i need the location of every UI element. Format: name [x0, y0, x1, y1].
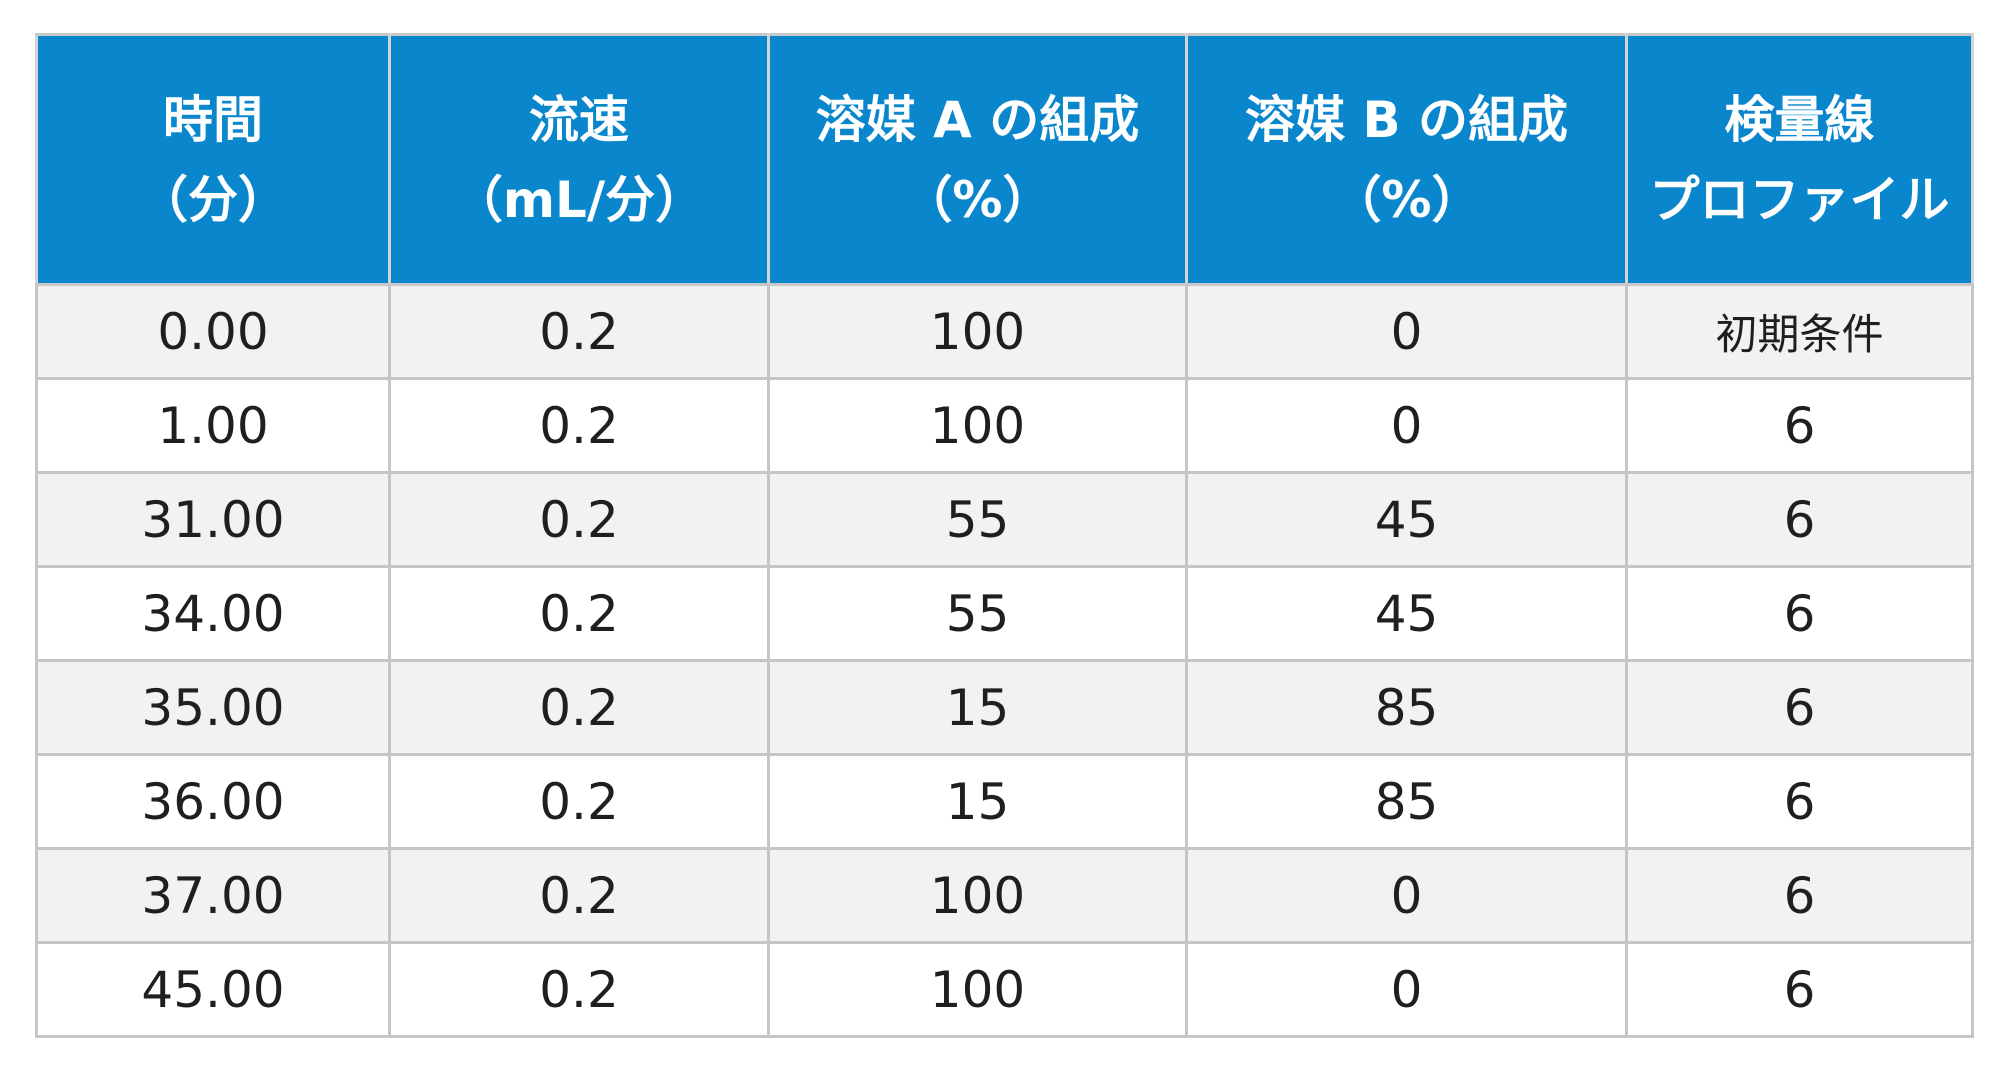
cell-time: 34.00	[35, 565, 391, 662]
table-row: 1.00 0.2 100 0 6	[35, 377, 1974, 474]
header-curve-profile: 検量線 プロファイル	[1625, 33, 1974, 286]
header-solvent-a-label: 溶媒 A の組成	[815, 90, 1140, 149]
cell-flow-rate: 0.2	[388, 659, 770, 756]
cell-solvent-b: 45	[1185, 471, 1628, 568]
table-row: 37.00 0.2 100 0 6	[35, 847, 1974, 944]
cell-curve-profile: 6	[1625, 659, 1974, 756]
header-curve-profile-unit: プロファイル	[1649, 170, 1950, 229]
table-row: 34.00 0.2 55 45 6	[35, 565, 1974, 662]
header-time-unit: （分）	[138, 170, 288, 229]
cell-flow-rate: 0.2	[388, 471, 770, 568]
header-flow-rate: 流速 （mL/分）	[388, 33, 770, 286]
cell-curve-profile: 6	[1625, 847, 1974, 944]
cell-curve-profile: 6	[1625, 565, 1974, 662]
cell-time: 35.00	[35, 659, 391, 756]
header-solvent-b-label: 溶媒 B の組成	[1245, 90, 1568, 149]
header-solvent-a: 溶媒 A の組成 （%）	[767, 33, 1188, 286]
table-row: 35.00 0.2 15 85 6	[35, 659, 1974, 756]
cell-flow-rate: 0.2	[388, 377, 770, 474]
header-flow-rate-label: 流速	[529, 90, 629, 149]
header-flow-rate-unit: （mL/分）	[452, 170, 706, 229]
cell-solvent-a: 55	[767, 471, 1188, 568]
table-row: 0.00 0.2 100 0 初期条件	[35, 283, 1974, 380]
cell-solvent-a: 100	[767, 377, 1188, 474]
cell-solvent-b: 0	[1185, 847, 1628, 944]
cell-solvent-b: 85	[1185, 753, 1628, 850]
cell-flow-rate: 0.2	[388, 847, 770, 944]
cell-time: 1.00	[35, 377, 391, 474]
cell-solvent-b: 0	[1185, 377, 1628, 474]
table-header: 時間 （分） 流速 （mL/分） 溶媒 A の組成 （%） 溶媒 B の組成 （…	[35, 33, 1974, 286]
cell-flow-rate: 0.2	[388, 941, 770, 1038]
cell-solvent-b: 45	[1185, 565, 1628, 662]
table-row: 45.00 0.2 100 0 6	[35, 941, 1974, 1038]
table-body: 0.00 0.2 100 0 初期条件 1.00 0.2 100 0 6 31.…	[35, 283, 1974, 1038]
header-time: 時間 （分）	[35, 33, 391, 286]
cell-time: 45.00	[35, 941, 391, 1038]
cell-solvent-a: 55	[767, 565, 1188, 662]
header-solvent-b-unit: （%）	[1331, 170, 1482, 229]
cell-flow-rate: 0.2	[388, 753, 770, 850]
header-solvent-b: 溶媒 B の組成 （%）	[1185, 33, 1628, 286]
cell-curve-profile: 6	[1625, 377, 1974, 474]
table-row: 31.00 0.2 55 45 6	[35, 471, 1974, 568]
cell-solvent-a: 100	[767, 283, 1188, 380]
cell-flow-rate: 0.2	[388, 283, 770, 380]
header-curve-profile-label: 検量線	[1724, 90, 1875, 149]
cell-solvent-b: 0	[1185, 941, 1628, 1038]
cell-time: 0.00	[35, 283, 391, 380]
cell-flow-rate: 0.2	[388, 565, 770, 662]
cell-solvent-a: 100	[767, 847, 1188, 944]
header-solvent-a-unit: （%）	[902, 170, 1053, 229]
table-row: 36.00 0.2 15 85 6	[35, 753, 1974, 850]
cell-solvent-a: 15	[767, 753, 1188, 850]
gradient-table: 時間 （分） 流速 （mL/分） 溶媒 A の組成 （%） 溶媒 B の組成 （…	[35, 33, 1974, 1038]
cell-solvent-b: 0	[1185, 283, 1628, 380]
cell-time: 31.00	[35, 471, 391, 568]
cell-solvent-a: 100	[767, 941, 1188, 1038]
cell-curve-profile: 6	[1625, 471, 1974, 568]
header-time-label: 時間	[163, 90, 263, 149]
cell-curve-profile: 6	[1625, 753, 1974, 850]
cell-solvent-a: 15	[767, 659, 1188, 756]
cell-solvent-b: 85	[1185, 659, 1628, 756]
cell-curve-profile: 6	[1625, 941, 1974, 1038]
cell-curve-profile: 初期条件	[1625, 283, 1974, 380]
cell-time: 36.00	[35, 753, 391, 850]
cell-time: 37.00	[35, 847, 391, 944]
header-row: 時間 （分） 流速 （mL/分） 溶媒 A の組成 （%） 溶媒 B の組成 （…	[35, 33, 1974, 286]
